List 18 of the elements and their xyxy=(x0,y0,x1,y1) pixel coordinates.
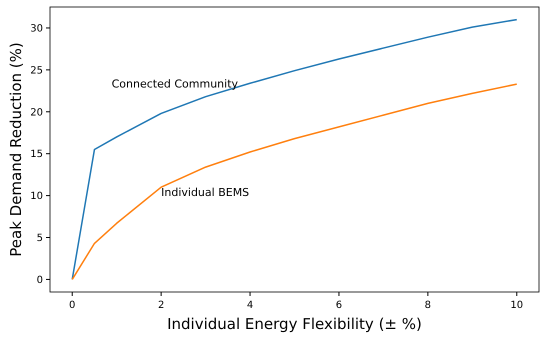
y-tick-label: 0 xyxy=(36,274,43,286)
x-tick-label: 6 xyxy=(336,300,342,311)
series-label: Individual BEMS xyxy=(161,186,250,200)
x-tick-label: 0 xyxy=(69,300,76,311)
x-tick-label: 8 xyxy=(424,300,432,311)
x-tick-label: 10 xyxy=(510,300,524,311)
x-tick-label: 4 xyxy=(246,300,254,311)
y-axis-title: Peak Demand Reduction (%) xyxy=(7,42,25,257)
x-tick-label: 2 xyxy=(158,300,164,311)
y-tick-label: 25 xyxy=(30,65,43,76)
x-axis-title: Individual Energy Flexibility (± %) xyxy=(167,315,422,333)
y-tick-label: 20 xyxy=(30,107,43,118)
y-tick-label: 10 xyxy=(30,191,43,202)
line-series xyxy=(71,18,518,280)
y-tick-label: 15 xyxy=(30,149,43,160)
series-label: Connected Community xyxy=(112,77,239,90)
y-tick-label: 5 xyxy=(36,233,43,244)
y-tick-label: 30 xyxy=(30,23,43,34)
